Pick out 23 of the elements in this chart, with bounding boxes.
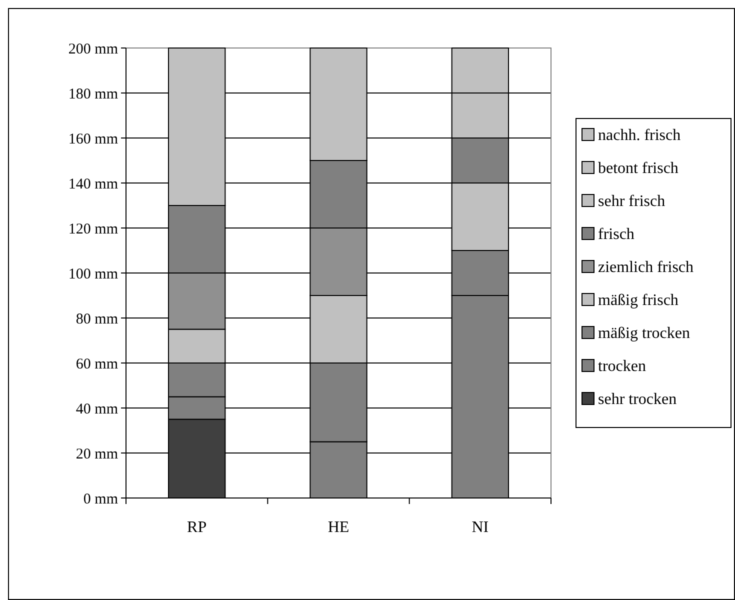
y-tick-label: 160 mm [68, 131, 118, 148]
x-tick-label: NI [472, 519, 489, 536]
y-tick-label: 200 mm [68, 41, 118, 58]
legend-label: frisch [598, 226, 634, 244]
y-tick-label: 60 mm [76, 356, 118, 372]
x-tick-label: RP [187, 519, 207, 536]
y-tick-label: 40 mm [76, 401, 118, 418]
legend-label: ziemlich frisch [598, 259, 694, 276]
legend-label: mäßig trocken [598, 325, 690, 342]
legend-label: sehr frisch [598, 193, 666, 210]
legend-label: trocken [598, 358, 646, 376]
y-tick-label: 180 mm [68, 86, 118, 102]
y-tick-label: 120 mm [68, 221, 118, 238]
legend-label: mäßig frisch [598, 292, 678, 310]
y-tick-label: 20 mm [76, 446, 118, 462]
legend-label: sehr trocken [598, 391, 677, 408]
legend-label: nachh. frisch [598, 127, 681, 144]
y-tick-label: 140 mm [68, 176, 118, 192]
x-tick-label: HE [328, 519, 350, 536]
legend-label: betont frisch [598, 160, 678, 178]
y-tick-label: 0 mm [83, 491, 118, 508]
y-tick-label: 100 mm [68, 266, 118, 282]
y-tick-label: 80 mm [76, 311, 118, 328]
